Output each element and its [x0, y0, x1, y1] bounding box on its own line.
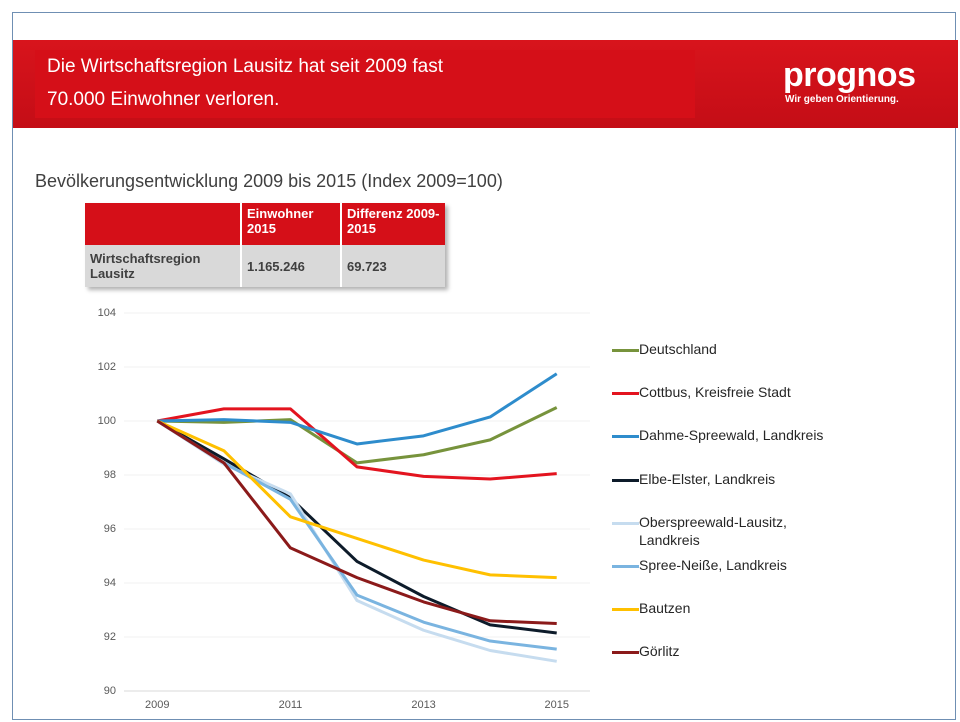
- legend-label: Spree-Neiße, Landkreis: [639, 557, 787, 573]
- x-tick-label: 2011: [279, 699, 303, 711]
- series-line: [157, 406, 558, 465]
- legend-label: Dahme-Spreewald, Landkreis: [639, 427, 824, 444]
- legend-swatch: [612, 565, 639, 568]
- series-line: [156, 419, 557, 580]
- y-tick-label: 90: [104, 685, 116, 697]
- table-cell: 69.723: [340, 245, 445, 287]
- y-tick-label: 102: [98, 361, 116, 373]
- table-header: Einwohner 2015: [240, 203, 341, 245]
- legend-swatch: [612, 435, 639, 439]
- x-tick-label: 2015: [544, 699, 568, 711]
- legend-swatch: [612, 521, 639, 525]
- y-tick-label: 92: [104, 631, 116, 643]
- series-line: [157, 407, 557, 481]
- series-line: [156, 419, 557, 625]
- title-line: 70.000 Einwohner verloren.: [47, 89, 280, 110]
- table-header: [85, 203, 241, 245]
- legend-label: Bautzen: [639, 600, 691, 617]
- header-title: Die Wirtschaftsregion Lausitz hat seit 2…: [35, 50, 695, 118]
- legend-swatch: [612, 608, 639, 612]
- y-tick-label: 100: [98, 415, 116, 427]
- legend-swatch: [612, 478, 639, 482]
- logo-name: prognos: [783, 56, 916, 94]
- legend-label: Elbe-Elster, Landkreis: [639, 470, 776, 487]
- table-header: Differenz 2009-2015: [340, 203, 445, 245]
- title-line: Die Wirtschaftsregion Lausitz hat seit 2…: [47, 56, 444, 77]
- legend-label: Görlitz: [639, 643, 680, 660]
- series-line: [157, 372, 558, 446]
- x-tick-label: 2009: [145, 699, 169, 711]
- series-line: [156, 419, 557, 635]
- legend-label: Deutschland: [639, 341, 717, 357]
- legend-swatch: [612, 651, 639, 655]
- logo: prognos Wir geben Orientierung.: [783, 56, 916, 105]
- x-tick-label: 2013: [411, 699, 435, 711]
- logo-tagline: Wir geben Orientierung.: [785, 94, 899, 105]
- legend-label: Cottbus, Kreisfreie Stadt: [639, 384, 791, 401]
- slide-frame: [12, 12, 956, 720]
- summary-table: Einwohner 2015 Differenz 2009-2015 Wirts…: [85, 203, 445, 287]
- legend-label: Oberspreewald-Lausitz, Landkreis: [639, 513, 787, 548]
- table-cell: Wirtschaftsregion Lausitz: [85, 245, 241, 287]
- y-tick-label: 96: [104, 523, 116, 535]
- y-tick-label: 98: [104, 469, 116, 481]
- chart-title: Bevölkerungsentwicklung 2009 bis 2015 (I…: [35, 171, 503, 191]
- table-cell: 1.165.246: [240, 245, 341, 287]
- y-tick-label: 94: [104, 577, 116, 589]
- legend-swatch: [612, 349, 639, 352]
- legend-swatch: [612, 392, 639, 396]
- y-tick-label: 104: [98, 307, 116, 319]
